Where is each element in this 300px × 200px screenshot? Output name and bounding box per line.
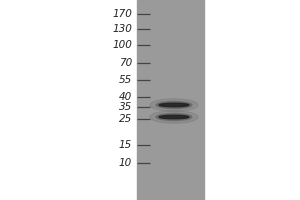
Text: 130: 130 (112, 24, 132, 34)
Text: 100: 100 (112, 40, 132, 50)
Text: 170: 170 (112, 9, 132, 19)
Ellipse shape (159, 103, 189, 107)
Text: 40: 40 (119, 92, 132, 102)
Text: 55: 55 (119, 75, 132, 85)
Text: 70: 70 (119, 58, 132, 68)
Ellipse shape (156, 113, 192, 121)
Text: 10: 10 (119, 158, 132, 168)
Text: 15: 15 (119, 140, 132, 150)
Ellipse shape (159, 115, 189, 119)
Text: 35: 35 (119, 102, 132, 112)
Ellipse shape (150, 111, 198, 123)
Text: 25: 25 (119, 114, 132, 124)
Bar (136, 0, 204, 200)
Ellipse shape (156, 101, 192, 109)
Ellipse shape (150, 99, 198, 111)
